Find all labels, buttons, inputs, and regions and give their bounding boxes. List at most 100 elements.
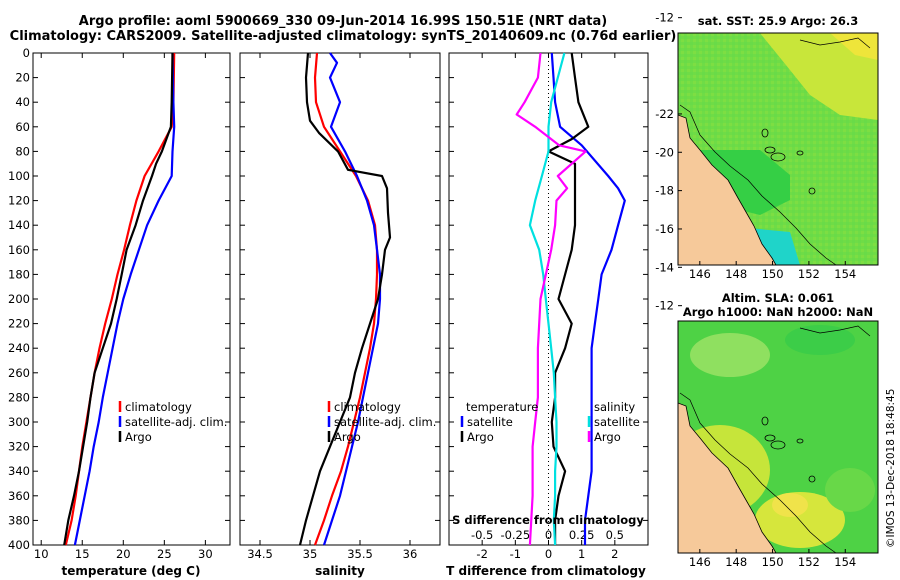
sst-land bbox=[678, 114, 777, 265]
temperature-series bbox=[63, 52, 176, 546]
sst-map-frame bbox=[677, 32, 879, 266]
temperature-axes bbox=[32, 52, 231, 546]
salinity-legend: climatology satellite-adj. clim. Argo bbox=[327, 400, 436, 444]
lon-tick-label: 150 bbox=[762, 555, 784, 569]
lon-tick-label: 146 bbox=[689, 555, 711, 569]
difference-x-axis: -2 -1 0 1 2 -0.5 -0.25 0 0.25 0.5 bbox=[471, 53, 624, 561]
x-tick-label: 35.5 bbox=[347, 547, 373, 561]
sla-map: Altim. SLA: 0.061 Argo h1000: NaN h2000:… bbox=[655, 107, 879, 569]
series-s-satellite bbox=[528, 52, 566, 546]
sal-legend-satellite: satellite-adj. clim. bbox=[334, 415, 436, 429]
difference-legend: temperature satellite Argo salinity sate… bbox=[460, 400, 640, 444]
lon-tick-label: 152 bbox=[798, 267, 820, 281]
sla-contour-north bbox=[799, 325, 871, 337]
sla-reef-1 bbox=[764, 434, 776, 442]
x-tick-label: 15 bbox=[75, 547, 90, 561]
diff-legend-temperature: temperature bbox=[466, 400, 538, 414]
temperature-xlabel: temperature (deg C) bbox=[62, 564, 201, 578]
sst-reef-4 bbox=[796, 150, 804, 156]
sla-reef-contour bbox=[679, 392, 837, 553]
sst-map-title: sat. SST: 25.9 Argo: 26.3 bbox=[698, 14, 858, 28]
sst-contour-north bbox=[799, 37, 871, 49]
sst-warm-patch bbox=[760, 33, 878, 120]
y-tick-label: 320 bbox=[8, 440, 30, 454]
lon-tick-label: 148 bbox=[725, 267, 747, 281]
sst-reef-1 bbox=[764, 146, 776, 154]
sst-warmest-patch bbox=[830, 33, 878, 60]
diff-legend-s-argo: Argo bbox=[594, 430, 621, 444]
sla-high-patch-5 bbox=[772, 493, 808, 517]
y-tick-label: 160 bbox=[8, 243, 30, 257]
y-tick-label: 180 bbox=[8, 267, 30, 281]
sla-lon-axis: 146 148 150 152 154 bbox=[689, 549, 856, 569]
lon-tick-label: 152 bbox=[798, 555, 820, 569]
title-line-2: Climatology: CARS2009. Satellite-adjuste… bbox=[10, 29, 677, 44]
diff-legend-s-satellite: satellite bbox=[594, 415, 640, 429]
lat-tick-label: -14 bbox=[655, 260, 674, 274]
diff-legend-salinity: salinity bbox=[594, 400, 635, 414]
diff-legend-t-satellite: satellite bbox=[467, 415, 513, 429]
x-tick-label: 36 bbox=[403, 547, 418, 561]
s-tick-label: 0.5 bbox=[606, 528, 624, 542]
lat-tick-label: -16 bbox=[655, 222, 674, 236]
sla-reef-2 bbox=[770, 440, 786, 450]
y-tick-label: 340 bbox=[8, 464, 30, 478]
x-tick-label: -1 bbox=[510, 547, 521, 561]
sla-reef-4 bbox=[796, 438, 804, 444]
legend-satellite: satellite-adj. clim. bbox=[125, 415, 227, 429]
t-difference-xlabel: T difference from climatology bbox=[446, 564, 646, 578]
s-tick-label: 0.25 bbox=[569, 528, 595, 542]
lat-tick-label: -12 bbox=[655, 11, 674, 25]
sla-high-patch-1 bbox=[690, 333, 770, 377]
x-tick-label: 20 bbox=[116, 547, 131, 561]
sla-patch-2 bbox=[785, 325, 855, 355]
sla-patch-6 bbox=[825, 468, 875, 512]
salinity-depth-ticks bbox=[240, 52, 440, 546]
x-tick-label: 34.5 bbox=[247, 547, 273, 561]
y-tick-label: 140 bbox=[8, 218, 30, 232]
salinity-axes bbox=[239, 52, 441, 546]
y-tick-label: 100 bbox=[8, 169, 30, 183]
y-tick-label: 40 bbox=[15, 95, 30, 109]
x-tick-label: 1 bbox=[578, 547, 585, 561]
y-tick-label: 0 bbox=[23, 46, 30, 60]
x-tick-label: 30 bbox=[198, 547, 213, 561]
lon-tick-label: 150 bbox=[762, 267, 784, 281]
difference-series bbox=[515, 52, 626, 546]
title-line-1: Argo profile: aoml 5900669_330 09-Jun-20… bbox=[79, 14, 607, 29]
legend-argo: Argo bbox=[125, 430, 152, 444]
lon-tick-label: 154 bbox=[834, 267, 856, 281]
y-tick-label: 280 bbox=[8, 390, 30, 404]
series-climatology bbox=[313, 52, 379, 546]
sst-lat-axis: -12-14-16-18-20-22 bbox=[655, 11, 682, 25]
depth-axis: 0 20 40 60 80 100 120 140 160 180 200 220 240 260 280 3… bbox=[8, 46, 230, 552]
y-tick-label: 240 bbox=[8, 341, 30, 355]
sal-legend-argo: Argo bbox=[334, 430, 361, 444]
salinity-panel: 34.5 35 35.5 36 salinity climatology satell… bbox=[239, 52, 441, 578]
difference-panel: -2 -1 0 1 2 -0.5 -0.25 0 0.25 0.5 T difference fr… bbox=[446, 52, 649, 578]
sla-map-title-1: Altim. SLA: 0.061 bbox=[722, 291, 834, 305]
series-satellite-adj-clim- bbox=[73, 52, 176, 546]
series-s-argo bbox=[515, 52, 587, 546]
s-difference-label: S difference from climatology bbox=[452, 513, 644, 527]
y-tick-label: 220 bbox=[8, 317, 30, 331]
s-tick-label: 0 bbox=[545, 528, 552, 542]
lat-tick-label: -12 bbox=[655, 299, 674, 313]
y-tick-label: 120 bbox=[8, 194, 30, 208]
y-tick-label: 380 bbox=[8, 513, 30, 527]
diff-legend-t-argo: Argo bbox=[467, 430, 494, 444]
y-tick-label: 20 bbox=[15, 71, 30, 85]
salinity-xlabel: salinity bbox=[315, 564, 365, 578]
x-tick-label: 25 bbox=[157, 547, 172, 561]
s-tick-label: -0.5 bbox=[471, 528, 493, 542]
sla-lat-axis: -12 -14 -16 -18 -20 -22 bbox=[655, 107, 682, 313]
lat-tick-label: -20 bbox=[655, 145, 674, 159]
sst-lon-axis: 146 148 150 152 154 bbox=[689, 261, 856, 281]
series-argo bbox=[63, 52, 174, 546]
sla-land bbox=[678, 402, 777, 553]
sst-reef-5 bbox=[808, 187, 816, 195]
difference-depth-ticks bbox=[449, 52, 648, 546]
sla-reef-5 bbox=[808, 475, 816, 483]
salinity-x-axis: 34.5 35 35.5 36 bbox=[247, 53, 417, 561]
